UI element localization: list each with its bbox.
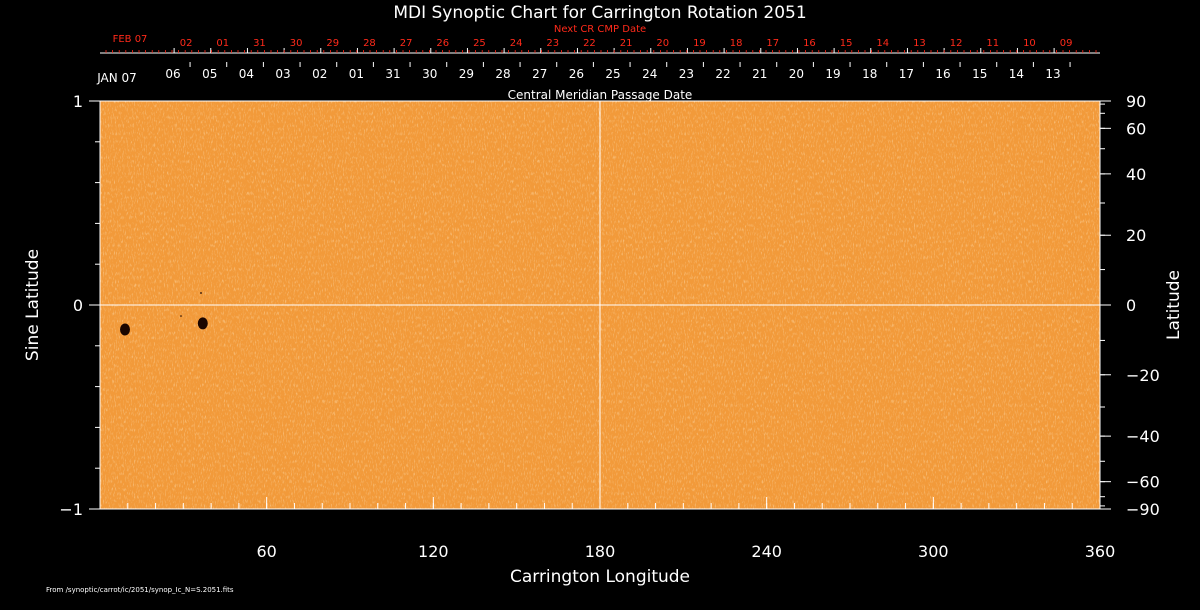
x-tick-label-180: 180 <box>585 542 616 561</box>
cmp-date-label: 24 <box>642 67 657 81</box>
pore-mark <box>200 292 202 294</box>
next-cmp-date-label: 11 <box>986 38 999 49</box>
next-cmp-date-label: 02 <box>180 38 193 49</box>
x-tick-label-300: 300 <box>918 542 949 561</box>
cmp-date-label: 22 <box>715 67 730 81</box>
cmp-date-label: 02 <box>312 67 327 81</box>
cmp-date-label: 06 <box>165 67 180 81</box>
next-cmp-date-label: 25 <box>473 38 486 49</box>
grid-lines <box>100 101 1100 509</box>
next-cmp-date-label: 16 <box>803 38 816 49</box>
cmp-date-label: 29 <box>459 67 474 81</box>
next-cmp-date-label: 24 <box>510 38 523 49</box>
cmp-date-label: 18 <box>862 67 877 81</box>
x-tick-label-120: 120 <box>418 542 449 561</box>
source-file-note: From /synoptic/carrot/ic/2051/synop_Ic_N… <box>46 586 234 594</box>
cmp-date-label: 25 <box>605 67 620 81</box>
next-cmp-date-label: 10 <box>1023 38 1036 49</box>
right-tick-label: −60 <box>1126 473 1160 492</box>
x-tick-label-60: 60 <box>256 542 276 561</box>
cmp-date-label: 30 <box>422 67 437 81</box>
right-tick-label: −40 <box>1126 427 1160 446</box>
y-tick-label: 0 <box>73 296 83 315</box>
cmp-date-label: 15 <box>972 67 987 81</box>
sine-latitude-axis: 1 0 −1 <box>59 92 100 519</box>
next-cmp-date-label: 22 <box>583 38 596 49</box>
cmp-date-label: 23 <box>679 67 694 81</box>
chart-title: MDI Synoptic Chart for Carrington Rotati… <box>393 3 806 23</box>
cmp-start-label: JAN 07 <box>96 71 137 85</box>
cmp-date-label: 13 <box>1045 67 1060 81</box>
cmp-date-label: 16 <box>935 67 950 81</box>
next-cmp-axis: Next CR CMP Date FEB 07 02 01 31 30 29 28 27 26… <box>100 24 1100 54</box>
x-tick-label-240: 240 <box>751 542 782 561</box>
cmp-date-label: 20 <box>789 67 804 81</box>
pore-mark <box>180 315 182 317</box>
next-cmp-date-label: 09 <box>1060 38 1073 49</box>
next-cmp-date-label: 18 <box>730 38 743 49</box>
next-cmp-date-label: 12 <box>950 38 963 49</box>
right-tick-label: −20 <box>1126 366 1160 385</box>
cmp-date-label: 31 <box>385 67 400 81</box>
y-axis-label: Sine Latitude <box>23 249 43 361</box>
next-cmp-date-label: 31 <box>253 38 266 49</box>
x-tick-label-360: 360 <box>1085 542 1116 561</box>
right-tick-label: 40 <box>1126 165 1146 184</box>
next-cmp-date-label: 21 <box>620 38 633 49</box>
next-cmp-date-label: 01 <box>216 38 229 49</box>
next-cmp-date-label: 15 <box>840 38 853 49</box>
right-tick-label: 90 <box>1126 92 1146 111</box>
cmp-date-label: 01 <box>349 67 364 81</box>
cmp-date-label: 19 <box>825 67 840 81</box>
next-cmp-start-label: FEB 07 <box>113 34 148 45</box>
cmp-date-label: 26 <box>569 67 584 81</box>
next-cmp-date-label: 29 <box>326 38 339 49</box>
cmp-date-label: 21 <box>752 67 767 81</box>
latitude-axis: 90 60 40 20 0 −20 −40 −60 −90 <box>1100 92 1160 519</box>
cmp-date-label: 03 <box>275 67 290 81</box>
cmp-date-label: 05 <box>202 67 217 81</box>
next-cmp-date-label: 19 <box>693 38 706 49</box>
next-cmp-date-label: 17 <box>766 38 779 49</box>
next-cmp-date-label: 30 <box>290 38 303 49</box>
cmp-date-label: 14 <box>1009 67 1024 81</box>
y-tick-label: 1 <box>73 92 83 111</box>
next-cmp-date-label: 13 <box>913 38 926 49</box>
x-axis-label: Carrington Longitude <box>510 567 690 587</box>
right-tick-label: 60 <box>1126 119 1146 138</box>
y-axis-label-right: Latitude <box>1164 270 1184 340</box>
right-tick-label: −90 <box>1126 500 1160 519</box>
sunspot-mark-0 <box>120 323 130 336</box>
cmp-axis: JAN 07 06 05 04 03 02 01 31 30 29 28 27 26 25 24 23 22 2… <box>96 62 1071 102</box>
next-cmp-date-label: 26 <box>436 38 449 49</box>
cmp-date-label: 17 <box>899 67 914 81</box>
cmp-date-label: 04 <box>239 67 254 81</box>
cmp-axis-title: Central Meridian Passage Date <box>508 88 693 102</box>
cmp-date-label: 27 <box>532 67 547 81</box>
next-cmp-date-label: 27 <box>400 38 413 49</box>
cmp-ticks: 06 05 04 03 02 01 31 30 29 28 27 26 25 24 23 22 21 20 19 18… <box>165 62 1071 81</box>
next-cmp-date-label: 20 <box>656 38 669 49</box>
next-cmp-date-label: 14 <box>876 38 889 49</box>
sunspot-features <box>120 292 208 336</box>
right-tick-label: 0 <box>1126 296 1136 315</box>
plot-area <box>99 100 1101 510</box>
next-cmp-ticks: 02 01 31 30 29 28 27 26 25 24 23 22 21 20 19 18 17 16 15 14… <box>105 38 1097 53</box>
y-tick-label: −1 <box>59 500 83 519</box>
sunspot-mark-1 <box>197 317 208 330</box>
next-cmp-axis-title: Next CR CMP Date <box>554 24 646 35</box>
cmp-date-label: 28 <box>495 67 510 81</box>
next-cmp-date-label: 28 <box>363 38 376 49</box>
next-cmp-date-label: 23 <box>546 38 559 49</box>
longitude-axis: 60 120 180 240 300 360 <box>127 497 1116 561</box>
right-tick-label: 20 <box>1126 226 1146 245</box>
